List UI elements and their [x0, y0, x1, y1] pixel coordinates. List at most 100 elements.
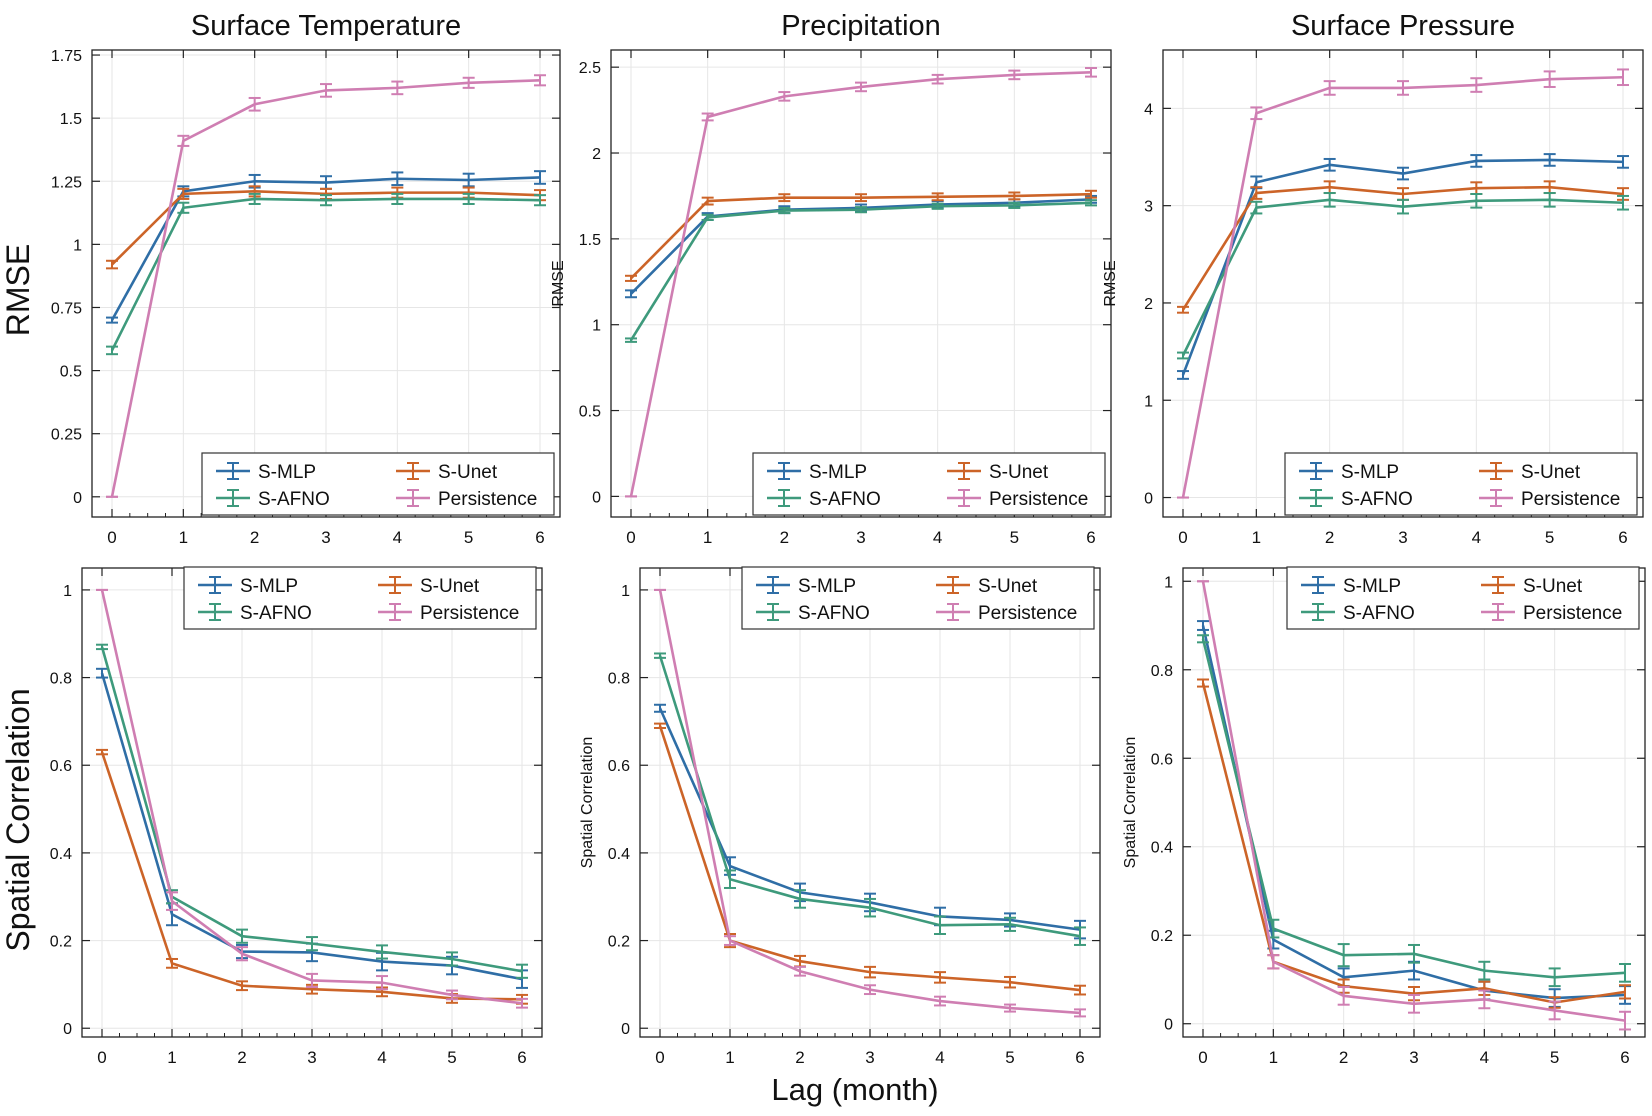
- error-bar: [106, 259, 118, 270]
- error-bar: [534, 194, 546, 207]
- x-tick-label: 0: [97, 1048, 106, 1067]
- legend-label: Persistence: [1523, 603, 1622, 624]
- x-tick-label: 1: [167, 1048, 176, 1067]
- legend-item-s-unet: S-Unet: [1479, 462, 1581, 483]
- y-tick-label: 0.4: [608, 846, 630, 863]
- x-tick-label: 3: [307, 1048, 316, 1067]
- error-bar: [1250, 106, 1263, 121]
- chart-panel-4: 0 1 2 3 4 5 6 0 0.2 0.4 0.6 0.8 1 S-MLP S-Unet S-AFNO Pe…: [50, 566, 543, 1067]
- x-tick-label: 4: [935, 1048, 944, 1067]
- error-bar: [724, 935, 736, 946]
- error-bar: [1177, 370, 1189, 380]
- legend-label: S-MLP: [258, 462, 316, 483]
- error-bar: [1250, 186, 1263, 200]
- x-tick-label: 6: [1075, 1048, 1084, 1067]
- error-bar: [320, 194, 332, 207]
- chart-panel-2: 0 1 2 3 4 5 6 0 0.5 1 1.5 2 2.5 Precipitation RMSE S-ML…: [550, 10, 1112, 547]
- legend-label: S-Unet: [1521, 462, 1581, 483]
- x-tick-label: 5: [1550, 1048, 1559, 1067]
- error-bar: [1074, 1008, 1086, 1018]
- x-tick-label: 5: [447, 1048, 456, 1067]
- y-axis-label: Spatial Correlation: [579, 737, 596, 869]
- error-bar: [931, 192, 944, 202]
- x-tick-label: 1: [703, 528, 712, 547]
- error-bar: [177, 201, 190, 214]
- error-bar: [96, 643, 108, 651]
- chart-title: Surface Pressure: [1291, 10, 1515, 42]
- x-tick-label: 6: [517, 1048, 526, 1067]
- legend: S-MLP S-Unet S-AFNO Persistence: [1286, 566, 1640, 630]
- y-tick-label: 0.5: [60, 364, 82, 381]
- error-bar: [934, 995, 946, 1007]
- x-tick-label: 0: [1198, 1048, 1207, 1067]
- error-bar: [1197, 620, 1209, 631]
- error-bar: [1543, 70, 1556, 88]
- legend-label: Persistence: [1521, 489, 1620, 510]
- y-tick-label: 1: [73, 237, 82, 254]
- error-bar: [1408, 943, 1420, 964]
- y-tick-label: 0.6: [50, 758, 72, 775]
- error-bar: [1397, 198, 1409, 215]
- legend: S-MLP S-Unet S-AFNO Persistence: [741, 566, 1095, 630]
- error-bar: [1617, 68, 1629, 87]
- y-tick-label: 0: [1144, 491, 1153, 508]
- error-bar: [446, 951, 458, 967]
- x-tick-label: 1: [1252, 528, 1261, 547]
- error-bar: [376, 975, 388, 991]
- error-bar: [1617, 155, 1629, 169]
- error-bar: [1267, 954, 1280, 970]
- y-axis-label: RMSE: [1102, 260, 1119, 306]
- y-tick-label: 2: [1144, 296, 1153, 313]
- error-bar: [1250, 200, 1263, 215]
- error-bar: [1470, 77, 1483, 93]
- error-bar: [1177, 305, 1189, 314]
- x-tick-label: 5: [464, 528, 473, 547]
- error-bar: [654, 703, 666, 713]
- y-tick-label: 1: [621, 583, 630, 600]
- x-tick-label: 3: [865, 1048, 874, 1067]
- y-tick-label: 0: [63, 1021, 72, 1038]
- legend-item-s-unet: S-Unet: [396, 462, 498, 483]
- error-bar: [462, 172, 475, 188]
- legend-label: S-AFNO: [240, 603, 312, 624]
- legend-label: S-MLP: [240, 576, 298, 597]
- x-tick-label: 1: [725, 1048, 734, 1067]
- legend-box: [1284, 452, 1638, 516]
- legend-item-s-mlp: S-MLP: [198, 576, 298, 597]
- legend-box: [183, 566, 537, 630]
- x-tick-label: 2: [1339, 1048, 1348, 1067]
- legend-item-s-afno: S-AFNO: [767, 489, 881, 510]
- chart-panel-1: 0 1 2 3 4 5 6 0 0.25 0.5 0.75 1 1.25 1.5 1.75 Surface T…: [51, 10, 561, 547]
- x-axis-label: Lag (month): [771, 1072, 938, 1107]
- legend-item-s-unet: S-Unet: [936, 576, 1038, 597]
- error-bar: [654, 652, 666, 659]
- legend-label: S-AFNO: [258, 489, 330, 510]
- error-bar: [248, 96, 261, 112]
- row-label-spatial-correlation: Spatial Correlation: [0, 688, 36, 951]
- error-bar: [1543, 192, 1556, 208]
- error-bar: [516, 997, 528, 1009]
- error-bar: [106, 345, 118, 356]
- x-tick-label: 0: [626, 528, 635, 547]
- error-bar: [248, 192, 261, 205]
- error-bar: [1543, 153, 1556, 167]
- error-bar: [376, 944, 388, 960]
- legend-item-s-mlp: S-MLP: [756, 576, 856, 597]
- series-s-afno: [1177, 192, 1629, 360]
- y-tick-label: 0.4: [1151, 840, 1173, 857]
- y-tick-label: 4: [1144, 101, 1153, 118]
- legend-item-persistence: Persistence: [1481, 603, 1622, 624]
- series-s-unet: [625, 189, 1097, 282]
- y-tick-label: 0.4: [50, 846, 72, 863]
- legend-item-s-afno: S-AFNO: [198, 603, 312, 624]
- legend-item-s-unet: S-Unet: [378, 576, 480, 597]
- series-s-afno: [654, 652, 1086, 946]
- x-tick-label: 0: [655, 1048, 664, 1067]
- legend-item-s-mlp: S-MLP: [1299, 462, 1399, 483]
- error-bar: [166, 957, 178, 969]
- legend-label: S-MLP: [809, 462, 867, 483]
- chart-panel-5: 0 1 2 3 4 5 6 0 0.2 0.4 0.6 0.8 1 Spatial Correlation…: [579, 566, 1101, 1067]
- series-persistence: [625, 67, 1097, 498]
- error-bar: [1397, 80, 1409, 96]
